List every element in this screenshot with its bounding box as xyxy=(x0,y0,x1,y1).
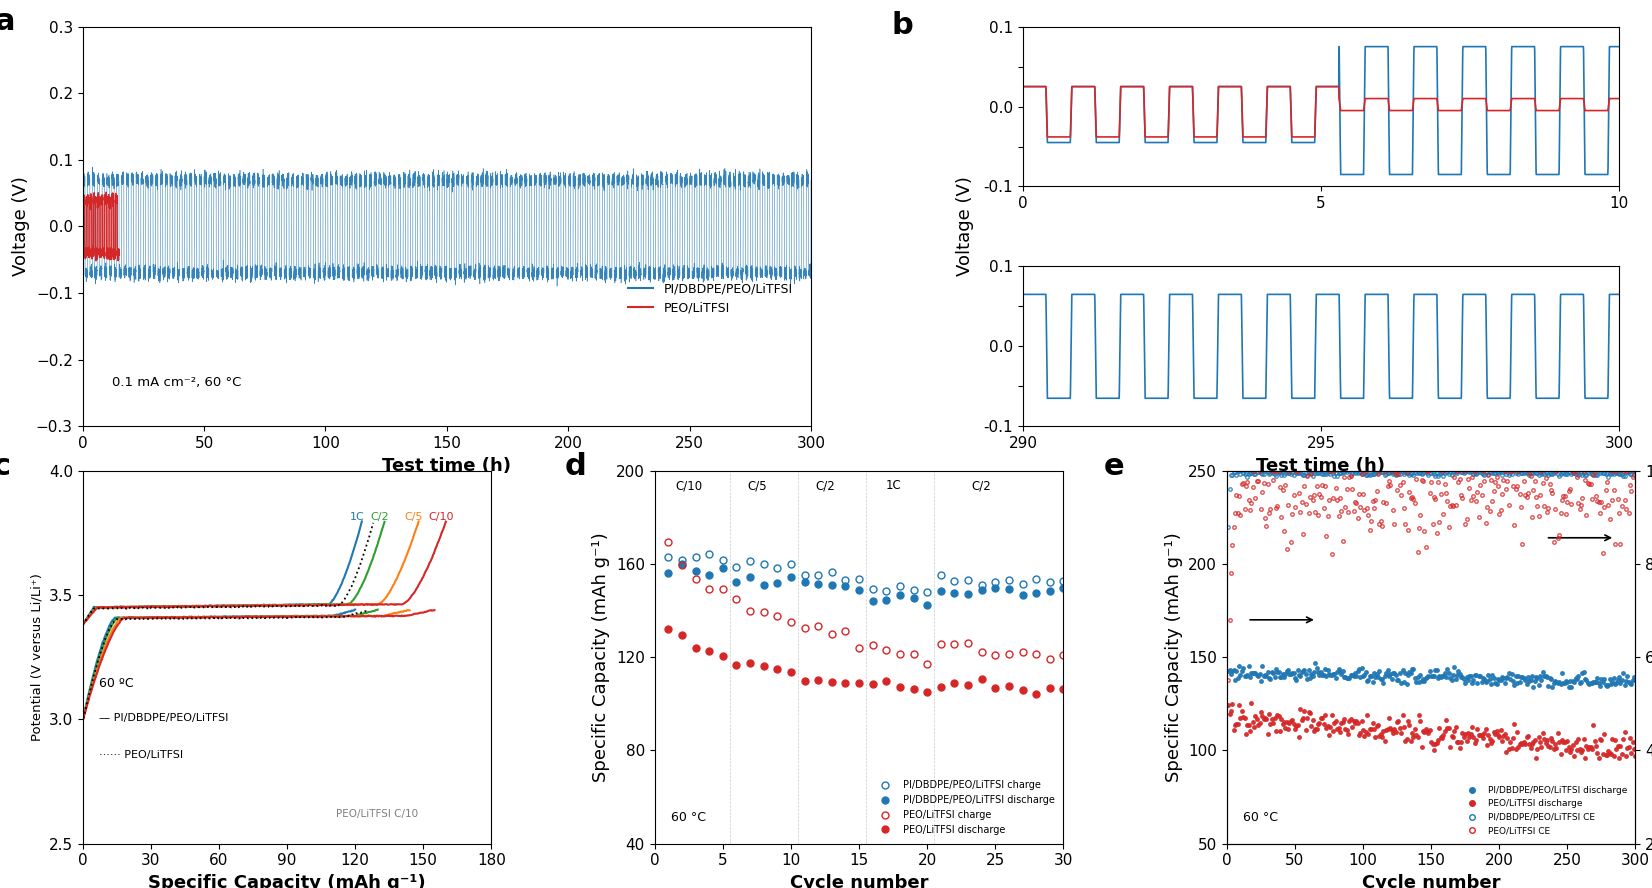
Text: C/2: C/2 xyxy=(971,480,991,492)
Text: b: b xyxy=(892,11,914,40)
Y-axis label: Potential (V versus Li/Li⁺): Potential (V versus Li/Li⁺) xyxy=(30,573,43,741)
Text: PEO/LiTFSI C/10: PEO/LiTFSI C/10 xyxy=(335,810,418,820)
X-axis label: Test time (h): Test time (h) xyxy=(382,456,512,474)
Legend: PI/DBDPE/PEO/LiTFSI charge, PI/DBDPE/PEO/LiTFSI discharge, PEO/LiTFSI charge, PE: PI/DBDPE/PEO/LiTFSI charge, PI/DBDPE/PEO… xyxy=(872,776,1059,839)
X-axis label: Cycle number: Cycle number xyxy=(790,874,928,888)
Text: c: c xyxy=(0,452,10,481)
Y-axis label: Specific Capacity (mAh g⁻¹): Specific Capacity (mAh g⁻¹) xyxy=(593,532,611,782)
Text: Voltage (V): Voltage (V) xyxy=(957,177,975,276)
Y-axis label: Voltage (V): Voltage (V) xyxy=(12,177,30,276)
Legend: PI/DBDPE/PEO/LiTFSI, PEO/LiTFSI: PI/DBDPE/PEO/LiTFSI, PEO/LiTFSI xyxy=(623,277,798,320)
Text: C/5: C/5 xyxy=(405,512,423,522)
Text: e: e xyxy=(1104,452,1125,481)
Text: C/5: C/5 xyxy=(747,480,767,492)
X-axis label: Test time (h): Test time (h) xyxy=(1257,456,1386,474)
Y-axis label: Specific Capacity (mAh g⁻¹): Specific Capacity (mAh g⁻¹) xyxy=(1165,532,1183,782)
Text: 60 °C: 60 °C xyxy=(671,812,705,824)
X-axis label: Cycle number: Cycle number xyxy=(1361,874,1500,888)
Text: ······ PEO/LiTFSI: ······ PEO/LiTFSI xyxy=(99,749,183,760)
Text: 1C: 1C xyxy=(885,480,900,492)
Legend: PI/DBDPE/PEO/LiTFSI discharge, PEO/LiTFSI discharge, PI/DBDPE/PEO/LiTFSI CE, PEO: PI/DBDPE/PEO/LiTFSI discharge, PEO/LiTFS… xyxy=(1459,782,1631,839)
Text: C/10: C/10 xyxy=(428,512,454,522)
Text: — PI/DBDPE/PEO/LiTFSI: — PI/DBDPE/PEO/LiTFSI xyxy=(99,712,228,723)
Text: d: d xyxy=(565,452,586,481)
Text: 1C: 1C xyxy=(350,512,365,522)
Text: 60 °C: 60 °C xyxy=(1244,812,1279,824)
Text: C/2: C/2 xyxy=(814,480,834,492)
X-axis label: Specific Capacity (mAh g⁻¹): Specific Capacity (mAh g⁻¹) xyxy=(149,874,426,888)
Text: C/10: C/10 xyxy=(676,480,702,492)
Text: 60 ºC: 60 ºC xyxy=(99,677,134,690)
Text: C/2: C/2 xyxy=(370,512,390,522)
Text: a: a xyxy=(0,7,15,36)
Text: 0.1 mA cm⁻², 60 °C: 0.1 mA cm⁻², 60 °C xyxy=(112,377,241,389)
